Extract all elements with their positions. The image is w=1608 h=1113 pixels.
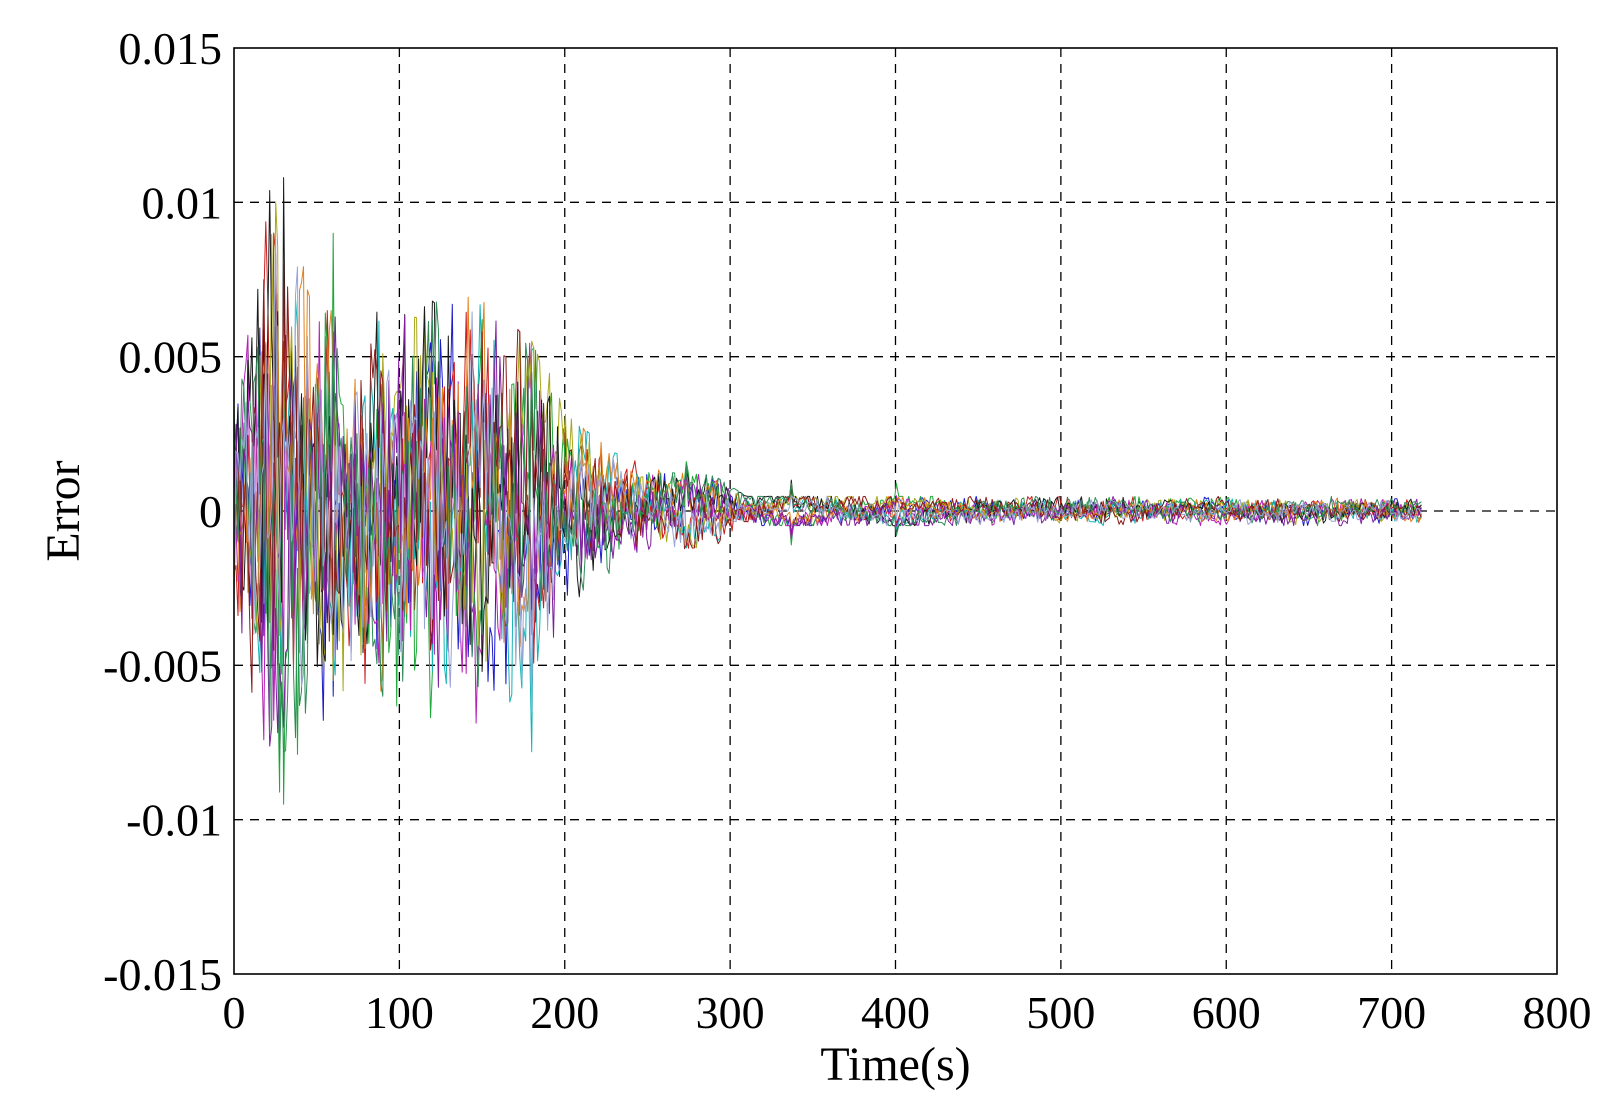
x-tick-label: 500 [1026,987,1095,1038]
y-tick-label: 0.01 [142,177,223,228]
x-tick-label: 100 [365,987,434,1038]
y-axis-title: Error [37,460,90,561]
x-tick-label: 200 [530,987,599,1038]
x-tick-label: 400 [861,987,930,1038]
x-tick-label: 0 [223,987,246,1038]
y-tick-label: 0.015 [119,23,223,74]
plot-area-frame [233,47,1558,975]
error-series-line [233,238,1422,713]
error-series-line [233,301,1422,762]
series-lines [233,177,1422,805]
y-tick-label: 0.005 [119,332,223,383]
x-axis-title: Time(s) [820,1038,970,1091]
x-tick-label: 300 [696,987,765,1038]
x-tick-label: 600 [1192,987,1261,1038]
y-tick-label: -0.015 [103,949,222,1000]
y-tick-label: 0 [199,486,222,537]
x-tick-label: 800 [1523,987,1592,1038]
tick-labels: 0 100 200 300 400 500 600 700 800 0.015 0.01 0.005 0… [103,23,1591,1038]
x-tick-label: 700 [1357,987,1426,1038]
y-tick-label: -0.005 [103,640,222,691]
y-tick-label: -0.01 [126,795,222,846]
